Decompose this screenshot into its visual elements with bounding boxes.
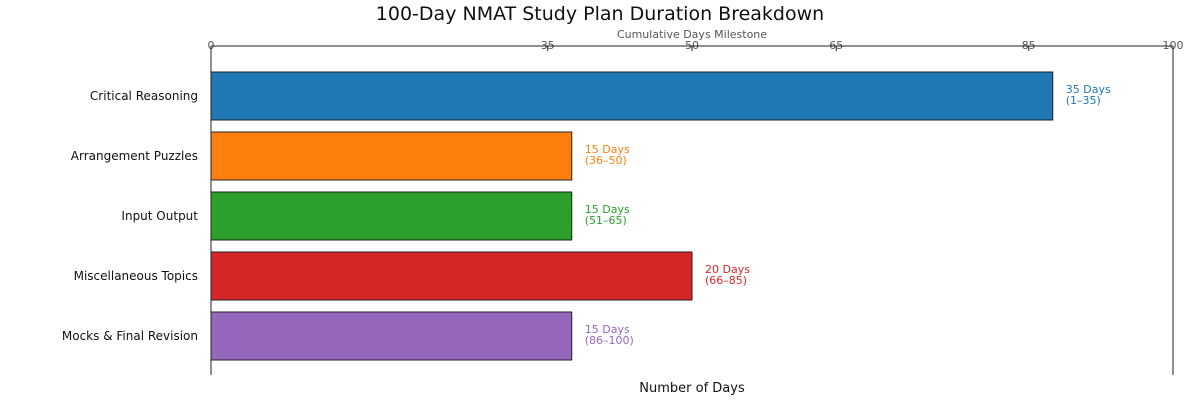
- value-label-days: 35 Days: [1066, 83, 1111, 96]
- bar: [210, 131, 573, 181]
- bars-group: [210, 71, 1054, 361]
- bar: [210, 191, 573, 241]
- x-axis-label: Number of Days: [639, 381, 745, 396]
- value-label-days: 15 Days: [585, 143, 630, 156]
- value-label-range: (1–35): [1066, 94, 1101, 107]
- bar: [210, 71, 1054, 121]
- top-axis-label: Cumulative Days Milestone: [617, 28, 767, 41]
- bar: [210, 311, 573, 361]
- chart-title: 100-Day NMAT Study Plan Duration Breakdo…: [376, 3, 824, 25]
- value-labels: 35 Days(1–35)15 Days(36–50)15 Days(51–65…: [585, 83, 1111, 347]
- category-label: Arrangement Puzzles: [71, 149, 198, 163]
- value-label-days: 20 Days: [705, 263, 750, 276]
- category-label: Miscellaneous Topics: [74, 269, 198, 283]
- value-label-range: (66–85): [705, 274, 747, 287]
- value-label-range: (51–65): [585, 214, 627, 227]
- category-label: Input Output: [121, 209, 198, 223]
- value-label-range: (36–50): [585, 154, 627, 167]
- bar: [210, 251, 693, 301]
- value-label-days: 15 Days: [585, 203, 630, 216]
- value-label-range: (86–100): [585, 334, 634, 347]
- value-label-days: 15 Days: [585, 323, 630, 336]
- category-labels: Critical Reasoning Arrangement Puzzles Inp…: [62, 89, 198, 343]
- category-label: Mocks & Final Revision: [62, 329, 198, 343]
- category-label: Critical Reasoning: [90, 89, 198, 103]
